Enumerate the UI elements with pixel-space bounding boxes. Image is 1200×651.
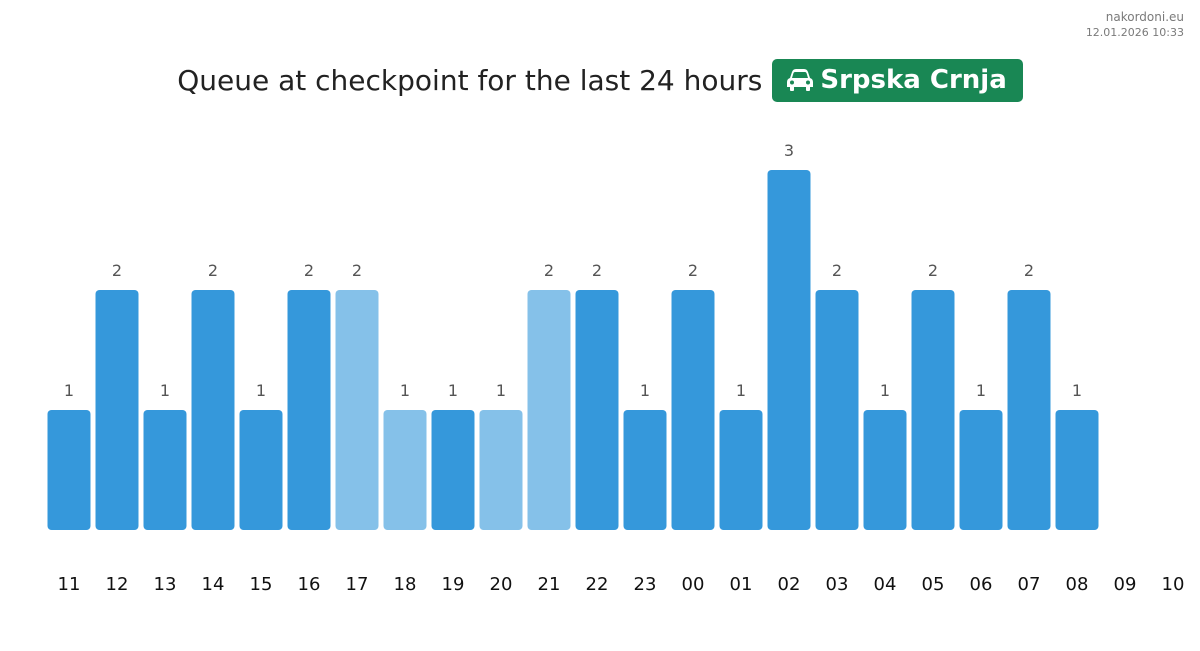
data-label-14: 2 bbox=[208, 261, 218, 280]
data-label-11: 1 bbox=[64, 381, 74, 400]
bar-13[interactable] bbox=[143, 410, 187, 530]
bar-11[interactable] bbox=[47, 410, 91, 530]
data-label-15: 1 bbox=[256, 381, 266, 400]
data-label-21: 2 bbox=[544, 261, 554, 280]
x-tick-label-19: 19 bbox=[442, 574, 465, 595]
x-tick-label-00: 00 bbox=[682, 574, 705, 595]
bar-05[interactable] bbox=[911, 290, 955, 530]
x-tick-label-04: 04 bbox=[874, 574, 897, 595]
data-label-03: 2 bbox=[832, 261, 842, 280]
bar-22[interactable] bbox=[575, 290, 619, 530]
bar-19[interactable] bbox=[431, 410, 475, 530]
bar-14[interactable] bbox=[191, 290, 235, 530]
x-tick-label-08: 08 bbox=[1066, 574, 1089, 595]
x-tick-label-20: 20 bbox=[490, 574, 513, 595]
bar-06[interactable] bbox=[959, 410, 1003, 530]
x-tick-label-16: 16 bbox=[298, 574, 321, 595]
car-icon bbox=[787, 69, 814, 91]
x-tick-label-12: 12 bbox=[106, 574, 129, 595]
bar-07[interactable] bbox=[1007, 290, 1051, 530]
x-tick-label-13: 13 bbox=[154, 574, 177, 595]
x-tick-label-06: 06 bbox=[970, 574, 993, 595]
data-label-17: 2 bbox=[352, 261, 362, 280]
bar-23[interactable] bbox=[623, 410, 667, 530]
bar-00[interactable] bbox=[671, 290, 715, 530]
x-tick-label-15: 15 bbox=[250, 574, 273, 595]
source-datetime: 12.01.2026 10:33 bbox=[1085, 26, 1184, 39]
data-label-16: 2 bbox=[304, 261, 314, 280]
data-label-22: 2 bbox=[592, 261, 602, 280]
bar-15[interactable] bbox=[239, 410, 283, 530]
x-tick-label-02: 02 bbox=[778, 574, 801, 595]
data-label-19: 1 bbox=[448, 381, 458, 400]
bar-12[interactable] bbox=[95, 290, 139, 530]
x-tick-label-17: 17 bbox=[346, 574, 369, 595]
source-info: nakordoni.eu 12.01.2026 10:33 bbox=[1086, 9, 1184, 41]
x-tick-label-07: 07 bbox=[1018, 574, 1041, 595]
x-tick-label-10: 10 bbox=[1162, 574, 1185, 595]
bar-01[interactable] bbox=[719, 410, 763, 530]
source-site[interactable]: nakordoni.eu bbox=[1105, 10, 1184, 24]
bar-08[interactable] bbox=[1055, 410, 1099, 530]
bar-16[interactable] bbox=[287, 290, 331, 530]
x-tick-label-11: 11 bbox=[58, 574, 81, 595]
data-label-13: 1 bbox=[160, 381, 170, 400]
x-tick-label-22: 22 bbox=[586, 574, 609, 595]
bar-02[interactable] bbox=[767, 170, 811, 530]
chart-header: Queue at checkpoint for the last 24 hour… bbox=[0, 58, 1200, 102]
data-label-01: 1 bbox=[736, 381, 746, 400]
data-label-05: 2 bbox=[928, 261, 938, 280]
bar-18[interactable] bbox=[383, 410, 427, 530]
x-tick-label-05: 05 bbox=[922, 574, 945, 595]
x-tick-label-14: 14 bbox=[202, 574, 225, 595]
data-label-08: 1 bbox=[1072, 381, 1082, 400]
bar-03[interactable] bbox=[815, 290, 859, 530]
x-tick-label-23: 23 bbox=[634, 574, 657, 595]
data-label-04: 1 bbox=[880, 381, 890, 400]
data-label-06: 1 bbox=[976, 381, 986, 400]
bar-21[interactable] bbox=[527, 290, 571, 530]
x-tick-label-18: 18 bbox=[394, 574, 417, 595]
data-label-20: 1 bbox=[496, 381, 506, 400]
data-label-18: 1 bbox=[400, 381, 410, 400]
data-label-12: 2 bbox=[112, 261, 122, 280]
bar-20[interactable] bbox=[479, 410, 523, 530]
x-tick-label-21: 21 bbox=[538, 574, 561, 595]
bar-04[interactable] bbox=[863, 410, 907, 530]
data-label-07: 2 bbox=[1024, 261, 1034, 280]
data-label-00: 2 bbox=[688, 261, 698, 280]
data-label-02: 3 bbox=[784, 141, 794, 160]
x-tick-label-03: 03 bbox=[826, 574, 849, 595]
x-tick-label-09: 09 bbox=[1114, 574, 1137, 595]
data-label-23: 1 bbox=[640, 381, 650, 400]
checkpoint-name: Srpska Crnja bbox=[820, 65, 1007, 95]
checkpoint-badge: Srpska Crnja bbox=[772, 58, 1023, 102]
x-tick-label-01: 01 bbox=[730, 574, 753, 595]
bar-17[interactable] bbox=[335, 290, 379, 530]
chart-title: Queue at checkpoint for the last 24 hour… bbox=[177, 63, 763, 97]
